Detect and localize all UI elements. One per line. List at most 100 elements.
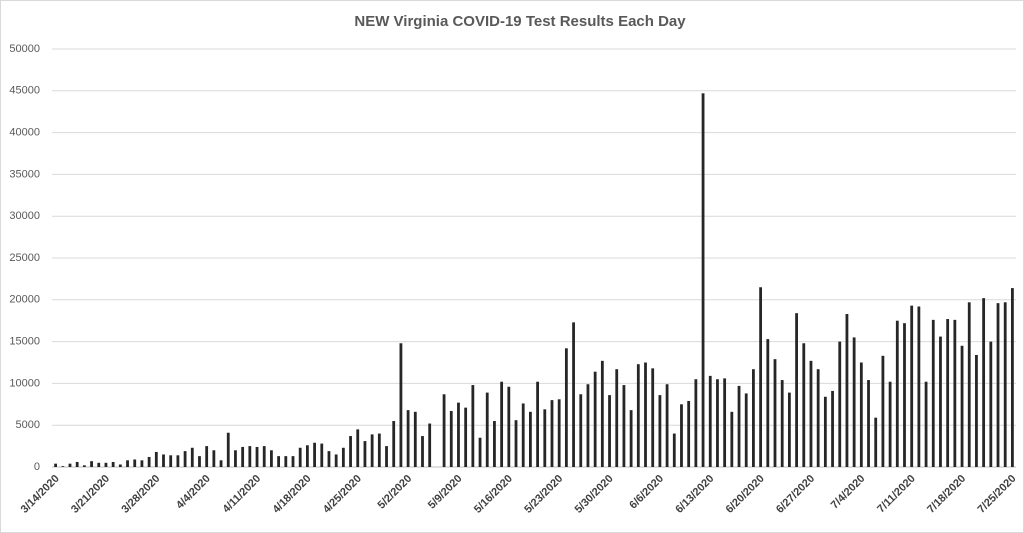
bar [946, 319, 950, 467]
bar [593, 371, 597, 467]
bar [363, 441, 367, 467]
bar [82, 465, 86, 467]
bar [845, 314, 849, 467]
bar [277, 456, 281, 467]
bar [622, 385, 626, 467]
bar [881, 355, 885, 467]
bar [982, 298, 986, 467]
bar [68, 463, 72, 467]
y-tick-label: 20000 [9, 294, 40, 306]
bar [493, 421, 496, 467]
bar [557, 399, 561, 467]
bar [636, 364, 640, 467]
bar [888, 381, 892, 467]
bar [665, 384, 669, 467]
bar [385, 446, 388, 467]
bar [586, 384, 590, 467]
bar [744, 393, 748, 467]
bar [248, 446, 252, 467]
bar [687, 400, 691, 467]
bar [802, 343, 806, 467]
bar [118, 464, 122, 467]
bar [996, 303, 1000, 467]
bar [320, 443, 324, 467]
bar [198, 456, 201, 467]
bar [399, 343, 403, 467]
bar [931, 319, 935, 467]
bar [723, 378, 727, 467]
bar [457, 402, 460, 467]
bar [773, 359, 777, 467]
bar [54, 463, 57, 467]
bar [133, 459, 137, 467]
bar [291, 456, 295, 467]
bar [485, 392, 489, 467]
bar [953, 319, 957, 467]
bar [529, 411, 532, 467]
bar [608, 395, 611, 467]
bar [960, 345, 964, 467]
bar [838, 341, 842, 467]
bar [975, 354, 978, 467]
bar [406, 410, 410, 467]
bar [716, 379, 719, 467]
bar [752, 369, 755, 467]
bar [464, 407, 468, 467]
bar [651, 368, 655, 467]
bar [471, 385, 475, 467]
bar [377, 433, 381, 467]
bar [809, 360, 813, 467]
y-tick-label: 40000 [9, 127, 40, 139]
bar [442, 394, 446, 467]
bar [298, 447, 302, 467]
bar [219, 460, 223, 467]
bar [924, 381, 928, 467]
bar [284, 456, 288, 467]
bar [536, 381, 539, 467]
y-tick-label: 10000 [9, 377, 40, 389]
bar [737, 385, 741, 467]
bar [154, 451, 158, 467]
bar [104, 462, 108, 467]
bar [356, 429, 360, 467]
bar [478, 437, 482, 467]
y-tick-label: 25000 [9, 252, 40, 264]
bar [680, 404, 683, 467]
bar [262, 446, 266, 467]
bar [766, 339, 770, 467]
bar [816, 369, 820, 467]
y-tick-label: 5000 [16, 419, 40, 431]
bar [162, 454, 165, 467]
bar [327, 451, 331, 467]
bar [111, 461, 115, 467]
bar [349, 436, 352, 467]
bar [449, 410, 453, 467]
bar [572, 322, 575, 467]
bar [61, 466, 65, 467]
bar [917, 306, 921, 467]
bar [521, 403, 525, 467]
bar [169, 455, 173, 467]
bar [910, 305, 914, 467]
bar [564, 348, 568, 467]
bar [550, 400, 554, 467]
bar [795, 313, 798, 467]
bar [392, 421, 396, 467]
bar [241, 446, 245, 467]
y-tick-label: 50000 [9, 43, 40, 55]
bar [874, 417, 878, 467]
bar [226, 432, 230, 467]
bar [421, 436, 424, 467]
bar [852, 337, 856, 467]
bar [658, 395, 662, 467]
bar [967, 302, 971, 467]
bar [176, 455, 180, 467]
bar [823, 396, 827, 467]
bar [428, 423, 432, 467]
bar [1011, 288, 1014, 467]
bar [190, 447, 194, 467]
bar [543, 409, 547, 467]
